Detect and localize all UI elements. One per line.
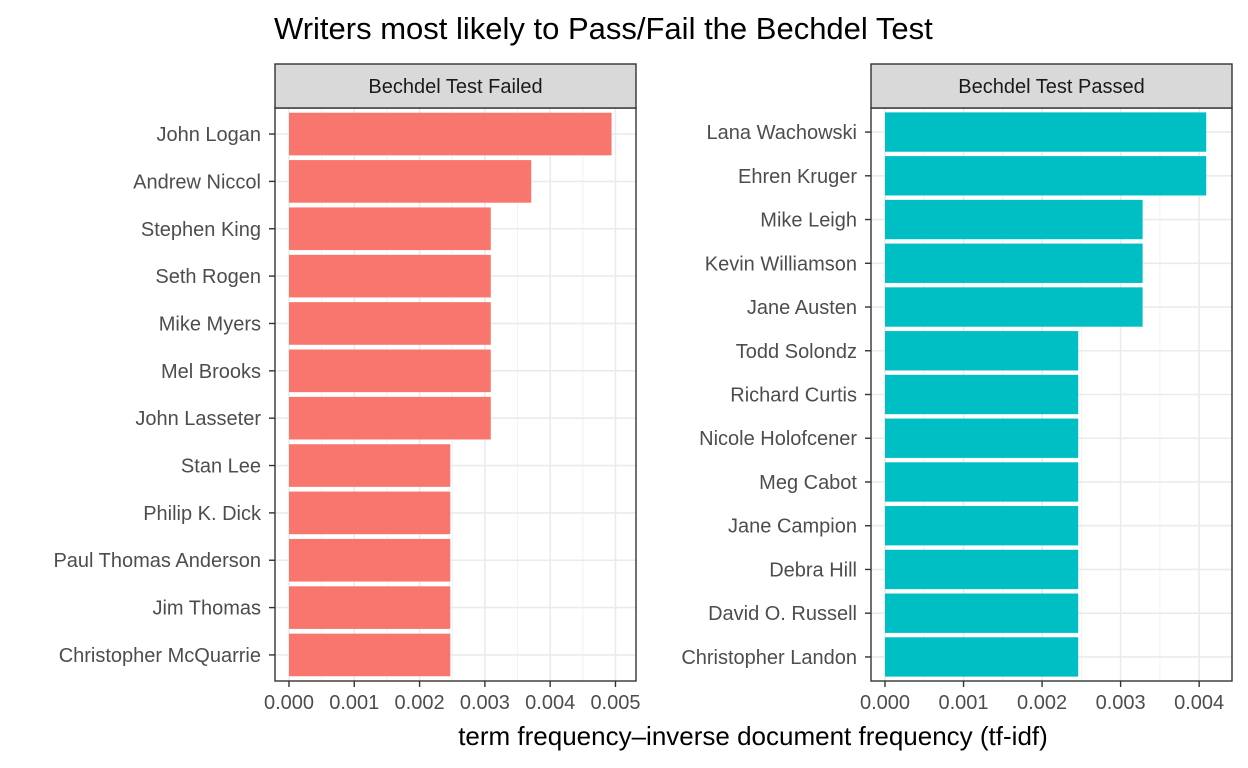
y-tick-label: Jane Austen [747,297,857,319]
y-tick-label: David O. Russell [708,603,857,625]
bar-john-lasseter [289,396,491,440]
facet-strip-label: Bechdel Test Failed [368,76,542,98]
bar-stephen-king [289,207,491,251]
y-tick-label: Debra Hill [769,559,857,581]
bar-andrew-niccol [289,160,532,203]
y-tick-label: Jim Thomas [152,598,261,620]
bar-david-o-russell [885,593,1079,633]
facet-strip [870,63,1233,109]
bar-kevin-williamson [885,243,1143,283]
facet-panel-2: Bechdel Test Passed Lana Wachowski Ehren K… [681,63,1233,714]
facet-strip [274,63,637,109]
y-tick-label: Andrew Niccol [133,171,261,193]
x-tick-label: 0.004 [1174,692,1224,714]
bar-mike-leigh [885,199,1143,240]
y-tick-label: Kevin Williamson [705,253,857,275]
bar-jane-campion [885,506,1079,546]
facet-strip-label: Bechdel Test Passed [958,76,1144,98]
bar-christopher-mcquarrie [289,633,451,677]
y-tick-label: Meg Cabot [759,472,857,494]
y-tick-label: Mike Leigh [760,210,857,232]
y-tick-label: Paul Thomas Anderson [53,550,261,572]
y-tick-label: John Lasseter [135,408,261,430]
bar-todd-solondz [885,331,1079,371]
y-tick-label: Christopher McQuarrie [59,645,261,667]
facet-panel-1: Bechdel Test Failed John Logan Andrew Nicc… [53,63,641,714]
bar-lana-wachowski [885,112,1207,152]
x-tick-label: 0.003 [1096,692,1146,714]
bar-debra-hill [885,549,1079,590]
x-tick-label: 0.001 [939,692,989,714]
bar-jane-austen [885,287,1143,327]
bar-nicole-holofcener [885,418,1079,458]
x-tick-label: 0.000 [264,692,314,714]
x-tick-label: 0.002 [1017,692,1067,714]
bar-paul-thomas-anderson [289,538,451,582]
x-tick-label: 0.001 [329,692,379,714]
bar-stan-lee [289,444,451,487]
bar-mike-myers [289,302,491,345]
y-tick-label: Richard Curtis [730,385,857,407]
y-tick-label: Christopher Landon [681,647,857,669]
y-tick-label: Mel Brooks [161,361,261,383]
y-tick-label: Lana Wachowski [707,122,857,144]
y-tick-label: Stephen King [141,219,261,241]
x-tick-label: 0.004 [525,692,575,714]
bar-john-logan [289,112,612,156]
x-tick-label: 0.005 [590,692,640,714]
bar-seth-rogen [289,254,491,298]
y-tick-label: Stan Lee [181,456,261,478]
y-tick-label: Ehren Kruger [738,166,857,188]
y-tick-label: Jane Campion [728,516,857,538]
y-tick-label: Mike Myers [159,313,261,335]
y-tick-label: John Logan [156,124,261,146]
bar-christopher-landon [885,637,1079,677]
y-tick-label: Seth Rogen [155,266,261,288]
y-tick-label: Philip K. Dick [143,503,262,525]
y-tick-label: Nicole Holofcener [699,428,857,450]
bar-philip-k-dick [289,491,451,535]
bar-mel-brooks [289,349,491,393]
bar-ehren-kruger [885,156,1207,196]
y-tick-label: Todd Solondz [736,341,857,363]
x-axis-title: term frequency–inverse document frequenc… [458,721,1048,751]
x-tick-label: 0.003 [460,692,510,714]
facet-panels: Bechdel Test Failed John Logan Andrew Nicc… [53,63,1233,714]
x-tick-label: 0.000 [860,692,910,714]
bar-meg-cabot [885,462,1079,502]
chart-title: Writers most likely to Pass/Fail the Bec… [274,11,933,46]
x-tick-label: 0.002 [395,692,445,714]
panel-background [275,108,636,681]
bar-richard-curtis [885,374,1079,415]
bar-jim-thomas [289,586,451,629]
